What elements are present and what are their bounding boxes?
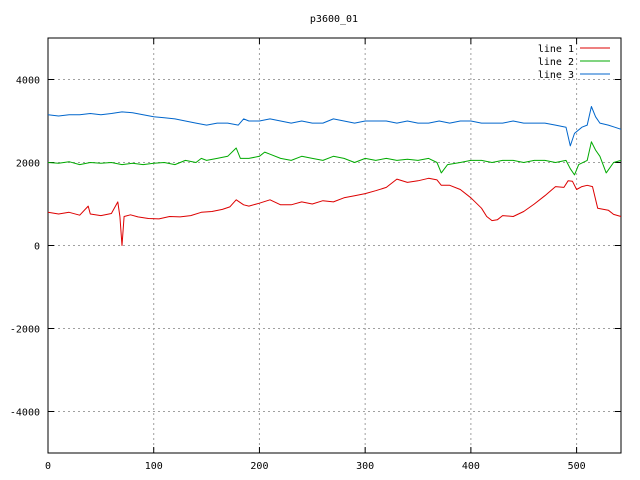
y-tick-label: 2000 [16,159,40,170]
y-tick-label: -4000 [10,408,40,419]
y-tick-label: 0 [34,242,40,253]
x-tick-label: 500 [568,461,586,472]
series-line-3 [47,106,622,147]
y-tick-label: -2000 [10,325,40,336]
y-tick-label: 4000 [16,76,40,87]
legend-label: line 3 [538,70,574,81]
x-tick-label: 300 [356,461,374,472]
x-tick-label: 400 [462,461,480,472]
series-line-1 [47,177,622,246]
legend: line 1 line 2 line 3 [538,44,610,81]
x-tick-label: 0 [45,461,51,472]
x-tick-label: 200 [250,461,268,472]
x-tick-label: 100 [145,461,163,472]
series-line-2 [47,141,622,176]
legend-label: line 2 [538,57,574,68]
axes: 0 100 200 300 400 500 -4000 -2000 0 2000 4000 [10,38,621,472]
grid [48,38,621,453]
legend-label: line 1 [538,44,574,55]
series-group [47,106,622,246]
chart-title: p3600_01 [310,14,358,25]
